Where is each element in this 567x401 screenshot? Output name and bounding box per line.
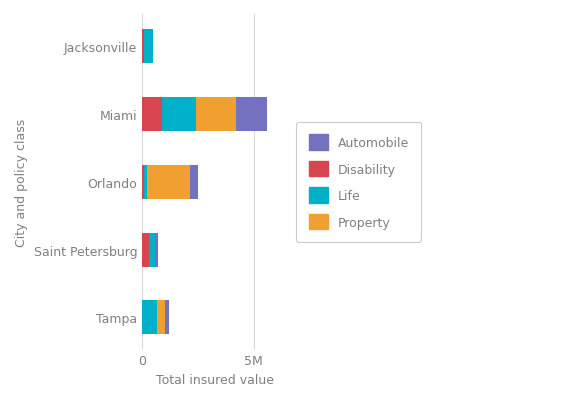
Bar [144,166,147,199]
Bar [149,233,155,267]
Bar [155,233,158,267]
Bar [142,98,162,132]
Bar [142,301,157,334]
Bar [142,233,149,267]
Bar [196,98,236,132]
Bar [165,301,170,334]
Bar [162,98,196,132]
Bar [144,30,153,64]
Bar [142,30,144,64]
Bar [142,166,144,199]
Y-axis label: City and policy class: City and policy class [15,118,28,246]
X-axis label: Total insured value: Total insured value [155,373,274,386]
Bar [147,166,189,199]
Legend: Automobile, Disability, Life, Property: Automobile, Disability, Life, Property [297,123,421,242]
Bar [236,98,267,132]
Bar [157,301,165,334]
Bar [189,166,198,199]
